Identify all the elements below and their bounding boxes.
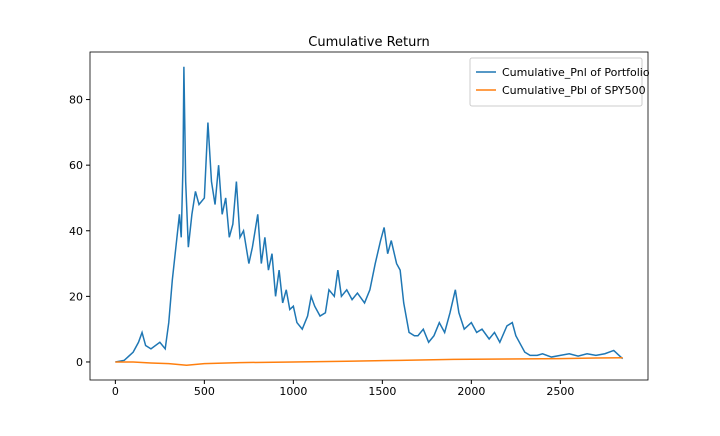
series-line: [115, 66, 624, 363]
x-tick-label: 2500: [546, 385, 574, 398]
x-tick-label: 500: [194, 385, 215, 398]
y-tick-label: 20: [69, 290, 83, 303]
y-tick-label: 40: [69, 225, 83, 238]
y-tick-label: 80: [69, 94, 83, 107]
legend-label: Cumulative_Pbl of SPY500: [502, 84, 646, 97]
legend-label: Cumulative_Pnl of Portfolio: [502, 66, 650, 79]
chart-title: Cumulative Return: [308, 35, 429, 50]
x-tick-label: 2000: [457, 385, 485, 398]
legend-box: [469, 57, 643, 107]
y-tick-label: 60: [69, 159, 83, 172]
plot-frame: [89, 51, 649, 381]
x-tick-label: 1000: [279, 385, 307, 398]
x-tick-label: 1500: [368, 385, 396, 398]
series-line: [115, 356, 623, 366]
x-tick-label: 0: [112, 385, 119, 398]
y-tick-label: 0: [76, 356, 83, 369]
